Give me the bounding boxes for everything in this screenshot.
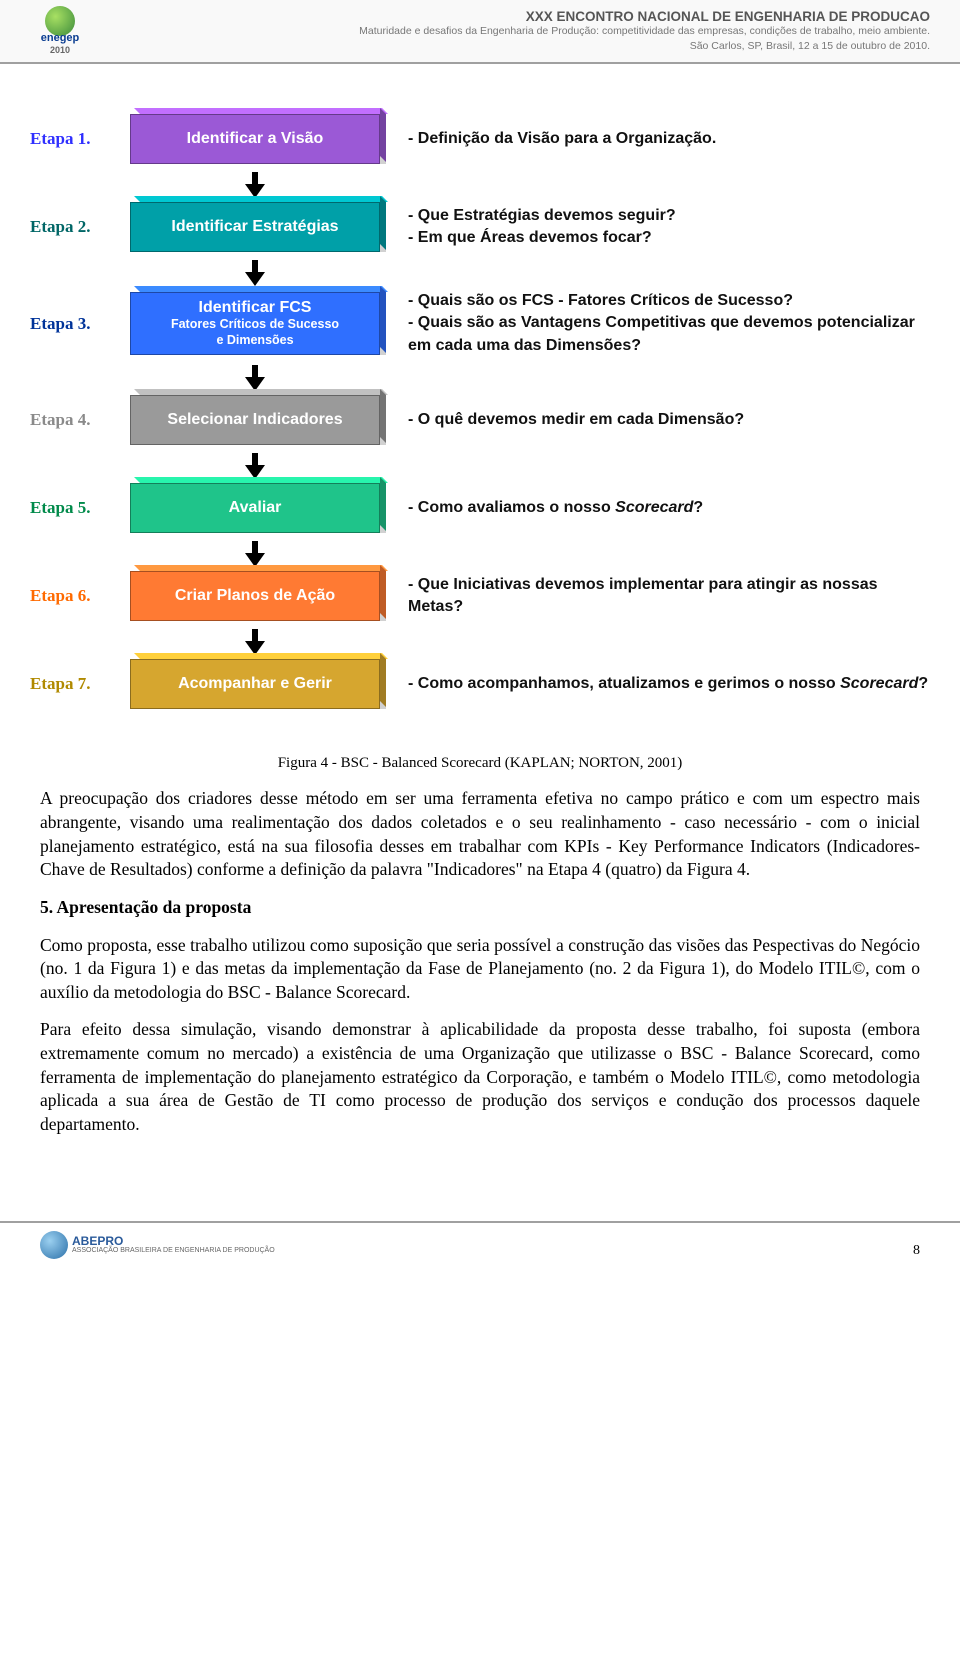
footer-logo-sub: ASSOCIAÇÃO BRASILEIRA DE ENGENHARIA DE P… bbox=[72, 1247, 275, 1254]
body-text: Figura 4 - BSC - Balanced Scorecard (KAP… bbox=[0, 753, 960, 1180]
step-label: Etapa 4. bbox=[30, 410, 120, 430]
step-description: - Quais são os FCS - Fatores Críticos de… bbox=[390, 290, 930, 357]
step-description: - Definição da Visão para a Organização. bbox=[390, 128, 930, 150]
bsc-flowchart: Etapa 1. Identificar a Visão - Definição d… bbox=[0, 64, 960, 735]
step-box-subtitle: Fatores Críticos de Sucessoe Dimensões bbox=[171, 317, 339, 348]
logo-name: enegep 2010 bbox=[30, 32, 90, 56]
flowchart-step: Etapa 7. Acompanhar e Gerir - Como acompan… bbox=[30, 659, 930, 709]
footer-logo-text: ABEPRO ASSOCIAÇÃO BRASILEIRA DE ENGENHAR… bbox=[72, 1235, 275, 1255]
paragraph-proposal-2: Para efeito dessa simulação, visando dem… bbox=[40, 1018, 920, 1136]
step-box-title: Avaliar bbox=[229, 499, 282, 517]
step-box-title: Identificar Estratégias bbox=[171, 218, 338, 236]
step-label: Etapa 6. bbox=[30, 586, 120, 606]
logo-text-year: 2010 bbox=[50, 45, 70, 55]
flowchart-step: Etapa 4. Selecionar Indicadores - O quê de… bbox=[30, 395, 930, 445]
figure-caption: Figura 4 - BSC - Balanced Scorecard (KAP… bbox=[40, 753, 920, 773]
step-label: Etapa 5. bbox=[30, 498, 120, 518]
page-number: 8 bbox=[913, 1243, 920, 1259]
step-description: - Que Iniciativas devemos implementar pa… bbox=[390, 574, 930, 619]
abepro-logo: ABEPRO ASSOCIAÇÃO BRASILEIRA DE ENGENHAR… bbox=[40, 1231, 275, 1259]
header-text-block: XXX ENCONTRO NACIONAL DE ENGENHARIA DE P… bbox=[359, 9, 930, 52]
step-description: - O quê devemos medir em cada Dimensão? bbox=[390, 409, 930, 431]
header-subtitle-1: Maturidade e desafios da Engenharia de P… bbox=[359, 24, 930, 38]
step-box: Identificar Estratégias bbox=[130, 202, 380, 252]
globe-icon bbox=[40, 1231, 68, 1259]
step-label: Etapa 3. bbox=[30, 314, 120, 334]
step-description: - Como acompanhamos, atualizamos e gerim… bbox=[390, 673, 930, 695]
flowchart-step: Etapa 6. Criar Planos de Ação - Que Inicia… bbox=[30, 571, 930, 621]
step-box-title: Identificar FCS bbox=[199, 299, 312, 317]
step-box-title: Criar Planos de Ação bbox=[175, 587, 335, 605]
step-box: Identificar FCSFatores Críticos de Suces… bbox=[130, 292, 380, 355]
step-box-title: Selecionar Indicadores bbox=[167, 411, 342, 429]
step-description: - Que Estratégias devemos seguir?- Em qu… bbox=[390, 205, 930, 250]
step-label: Etapa 7. bbox=[30, 674, 120, 694]
step-box-wrap: Identificar a Visão bbox=[120, 114, 390, 164]
step-box-wrap: Criar Planos de Ação bbox=[120, 571, 390, 621]
step-description: - Como avaliamos o nosso Scorecard? bbox=[390, 497, 930, 519]
page-header: enegep 2010 XXX ENCONTRO NACIONAL DE ENG… bbox=[0, 0, 960, 64]
flowchart-step: Etapa 3. Identificar FCSFatores Críticos … bbox=[30, 290, 930, 357]
enegep-logo: enegep 2010 bbox=[30, 6, 90, 56]
header-title: XXX ENCONTRO NACIONAL DE ENGENHARIA DE P… bbox=[359, 9, 930, 24]
footer-logo-name: ABEPRO bbox=[72, 1234, 123, 1248]
step-box-title: Acompanhar e Gerir bbox=[178, 675, 332, 693]
step-label: Etapa 2. bbox=[30, 217, 120, 237]
step-box: Avaliar bbox=[130, 483, 380, 533]
flowchart-step: Etapa 1. Identificar a Visão - Definição d… bbox=[30, 114, 930, 164]
step-box: Identificar a Visão bbox=[130, 114, 380, 164]
step-box-wrap: Identificar FCSFatores Críticos de Suces… bbox=[120, 292, 390, 355]
step-box-wrap: Avaliar bbox=[120, 483, 390, 533]
step-label: Etapa 1. bbox=[30, 129, 120, 149]
step-box-wrap: Acompanhar e Gerir bbox=[120, 659, 390, 709]
header-subtitle-2: São Carlos, SP, Brasil, 12 a 15 de outub… bbox=[359, 39, 930, 53]
step-box: Acompanhar e Gerir bbox=[130, 659, 380, 709]
paragraph-proposal-1: Como proposta, esse trabalho utilizou co… bbox=[40, 934, 920, 1005]
step-box-wrap: Identificar Estratégias bbox=[120, 202, 390, 252]
page-footer: ABEPRO ASSOCIAÇÃO BRASILEIRA DE ENGENHAR… bbox=[0, 1221, 960, 1271]
step-box-title: Identificar a Visão bbox=[187, 130, 324, 148]
paragraph-intro: A preocupação dos criadores desse método… bbox=[40, 787, 920, 882]
step-box: Selecionar Indicadores bbox=[130, 395, 380, 445]
flowchart-step: Etapa 5. Avaliar - Como avaliamos o nosso … bbox=[30, 483, 930, 533]
step-box: Criar Planos de Ação bbox=[130, 571, 380, 621]
logo-text-main: enegep bbox=[41, 32, 80, 44]
step-box-wrap: Selecionar Indicadores bbox=[120, 395, 390, 445]
flowchart-step: Etapa 2. Identificar Estratégias - Que Est… bbox=[30, 202, 930, 252]
section-heading-5: 5. Apresentação da proposta bbox=[40, 896, 920, 920]
header-logo-block: enegep 2010 bbox=[30, 6, 90, 56]
